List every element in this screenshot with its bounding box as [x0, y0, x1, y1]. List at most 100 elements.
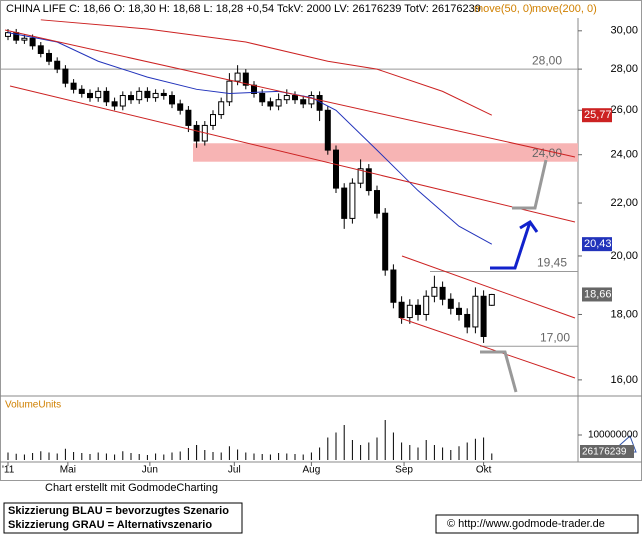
candle-body	[472, 295, 479, 328]
candle-body	[382, 212, 389, 271]
price-label: 25,77	[584, 109, 612, 121]
candle-body	[374, 190, 380, 214]
price-box	[582, 237, 612, 252]
candle-body	[341, 187, 348, 219]
level-label: 28,00	[532, 53, 562, 67]
channel-line	[399, 317, 576, 379]
price-box	[582, 108, 612, 123]
note: Skizzierung BLAU = bevorzugtes Szenario	[8, 505, 229, 517]
ma-label: move(50, 0)	[474, 3, 533, 15]
candle-body	[398, 301, 405, 319]
price-box	[582, 287, 612, 302]
candle-body	[308, 95, 315, 105]
candle-body	[390, 269, 397, 303]
trend-line	[4, 29, 576, 158]
sketch	[4, 29, 637, 453]
volume-label: 26176239	[582, 447, 627, 458]
level-label: 19,45	[537, 256, 567, 270]
candle-body	[87, 92, 93, 99]
note-box	[3, 502, 243, 534]
candle-body	[169, 95, 175, 105]
candle-body	[415, 304, 421, 315]
price-label: 18,66	[584, 288, 612, 300]
candle-body	[160, 92, 167, 97]
ma-label: move(200, 0)	[532, 3, 597, 15]
candle-body	[456, 307, 462, 315]
candle-body	[111, 101, 118, 107]
y-tick-label: 22,00	[610, 197, 638, 209]
candle-body	[324, 109, 331, 151]
candle-body	[447, 298, 454, 309]
moving-average	[40, 19, 493, 116]
blue-arrow	[490, 221, 532, 270]
candle-body	[439, 286, 446, 300]
header: CHINA LIFE C: 18,66 O: 18,30 H: 18,68 L:…	[6, 3, 481, 15]
candle-body	[21, 37, 28, 41]
y-tick-label: 30,00	[610, 25, 638, 37]
candle-body	[128, 95, 134, 101]
candle-body	[242, 72, 249, 86]
candle-body	[54, 60, 61, 70]
volume-tick-label: 100000000	[588, 430, 638, 441]
credit: Chart erstellt mit GodmodeCharting	[45, 482, 218, 494]
volume-box	[580, 445, 634, 458]
candle-body	[193, 124, 200, 142]
y-tick-label: 26,00	[610, 104, 638, 116]
candle-body	[218, 101, 225, 116]
y-tick-label: 20,00	[610, 250, 638, 262]
gray-arrow	[512, 159, 548, 210]
x-tick-label: Okt	[476, 465, 492, 476]
channel-line	[401, 255, 576, 319]
gray-arrow	[480, 350, 518, 393]
x-tick-label: Mai	[60, 465, 76, 476]
price-label: 20,43	[584, 238, 612, 250]
candle-body	[431, 286, 438, 297]
candle-body	[488, 293, 495, 306]
candle-body	[234, 72, 241, 82]
x-tick-label: Jun	[142, 465, 158, 476]
candle-body	[349, 182, 356, 219]
url-box	[435, 514, 639, 534]
volume-title: VolumeUnits	[5, 400, 61, 411]
y-tick-label: 24,00	[610, 149, 638, 161]
candle-body	[406, 304, 413, 319]
candle-body	[119, 95, 126, 107]
trend-line	[9, 85, 576, 223]
candle-body	[136, 90, 143, 101]
candle-body	[185, 109, 192, 126]
candle-body	[210, 114, 216, 126]
candle-body	[70, 82, 77, 90]
candle-body	[333, 149, 339, 189]
url: © http://www.godmode-trader.de	[447, 518, 605, 530]
candle-body	[464, 313, 471, 328]
candle-body	[259, 92, 266, 103]
candle-body	[300, 99, 307, 105]
candle-body	[292, 95, 298, 101]
candle-body	[78, 88, 85, 94]
zone	[193, 143, 578, 162]
candle-body	[152, 92, 159, 99]
candle-body	[95, 90, 102, 99]
candle-body	[103, 90, 110, 103]
level-label: 17,00	[540, 330, 570, 344]
x-tick-label: Aug	[303, 465, 321, 476]
candle-body	[5, 32, 11, 37]
x-tick-label: Sep	[395, 465, 413, 476]
candle-body	[365, 168, 372, 192]
candle-body	[480, 295, 487, 337]
candle-body	[283, 95, 290, 101]
candle-body	[177, 103, 184, 111]
candle-body	[423, 295, 430, 315]
candle-body	[46, 52, 52, 62]
candle-body	[62, 68, 69, 84]
candle-body	[37, 45, 44, 54]
x-tick-label: '11	[2, 465, 15, 476]
note: Skizzierung GRAU = Alternativszenario	[8, 519, 212, 531]
candle-body	[267, 101, 274, 107]
y-tick-label: 18,00	[610, 308, 638, 320]
candle-body	[226, 80, 233, 103]
blue-arrowhead	[519, 219, 539, 233]
candle-body	[275, 99, 282, 107]
candle-body	[29, 37, 36, 47]
